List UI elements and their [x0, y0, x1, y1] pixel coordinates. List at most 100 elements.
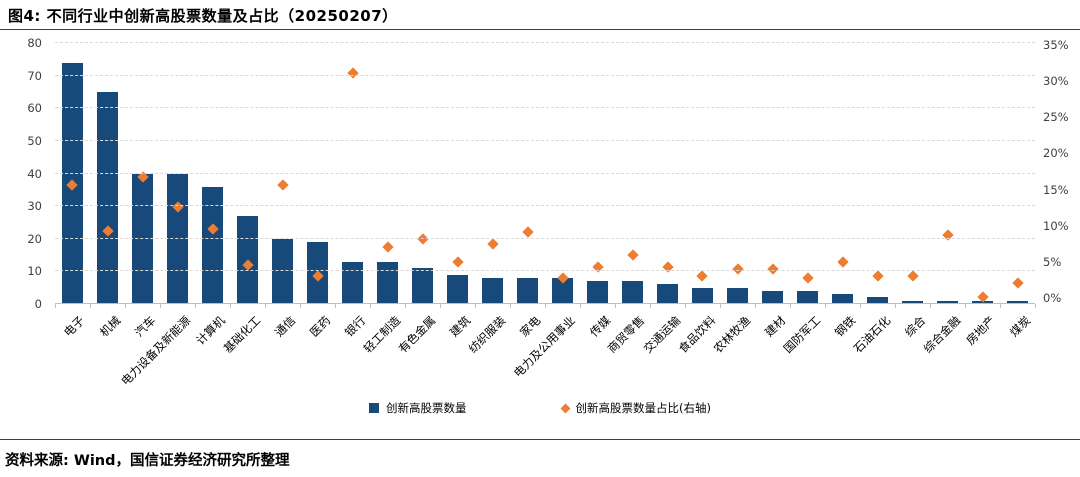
gridline	[55, 107, 1035, 109]
bar	[412, 268, 433, 304]
title-divider-line	[0, 29, 1080, 30]
category-slot	[615, 43, 650, 304]
x-axis-tick	[615, 304, 616, 308]
category-slot	[335, 43, 370, 304]
right-axis-tick-label: 35%	[1043, 38, 1069, 52]
right-axis-tick-label: 20%	[1043, 146, 1069, 161]
bar	[692, 287, 713, 304]
x-axis-tick	[90, 304, 91, 308]
x-tick-label: 房地产	[963, 313, 998, 348]
x-axis-tick	[440, 304, 441, 308]
x-tick-label: 汽车	[131, 313, 158, 340]
category-slot	[755, 43, 790, 304]
diamond-series-swatch-icon	[560, 403, 570, 413]
bar	[482, 277, 503, 304]
right-axis-tick-label: 25%	[1043, 110, 1069, 125]
left-axis-tick-label: 0	[34, 297, 42, 311]
left-axis-tick-label: 10	[27, 264, 42, 279]
x-tick-label: 商贸零售	[605, 313, 648, 356]
x-axis-tick	[755, 304, 756, 308]
category-slot	[370, 43, 405, 304]
bar	[517, 277, 538, 304]
bar	[937, 300, 958, 304]
category-slot	[230, 43, 265, 304]
category-slot	[790, 43, 825, 304]
bar	[377, 261, 398, 304]
gridline	[55, 270, 1035, 272]
x-axis-tick	[580, 304, 581, 308]
bar	[202, 186, 223, 304]
plot-area	[55, 42, 1036, 308]
bar	[727, 287, 748, 304]
x-axis-tick	[405, 304, 406, 308]
category-slot	[720, 43, 755, 304]
x-axis-tick	[475, 304, 476, 308]
left-axis-tick-label: 80	[27, 36, 42, 50]
left-y-axis: 0 10 20 30 40 50 60 70 80	[8, 36, 46, 311]
x-tick-label: 钢铁	[831, 313, 858, 340]
bar	[832, 294, 853, 304]
x-tick-label: 轻工制造	[360, 313, 403, 356]
category-slot	[90, 43, 125, 304]
x-axis-tick	[370, 304, 371, 308]
x-tick-label: 机械	[96, 313, 123, 340]
gridline	[55, 139, 1035, 141]
bar	[1007, 300, 1028, 304]
x-tick-label: 石油石化	[850, 313, 893, 356]
category-slot	[580, 43, 615, 304]
x-axis-tick	[195, 304, 196, 308]
bar-series-swatch-icon	[369, 403, 379, 413]
x-axis-tick	[510, 304, 511, 308]
bar	[797, 290, 818, 304]
right-axis-tick-label: 15%	[1043, 182, 1069, 197]
left-axis-tick-label: 20	[27, 231, 42, 246]
category-slot	[965, 43, 1000, 304]
bar	[867, 297, 888, 304]
footer-divider-line	[0, 439, 1080, 440]
x-tick-label: 电子	[61, 313, 88, 340]
x-axis-line	[55, 303, 1035, 304]
x-axis-labels: 电子 机械 汽车 电力设备及新能源 计算机 基础化工 通信 医药 银行 轻工制造 有色金属 建筑 纺织服…	[55, 306, 1035, 398]
left-axis-tick-label: 40	[27, 166, 42, 181]
x-axis-tick	[300, 304, 301, 308]
x-axis-tick	[860, 304, 861, 308]
category-slot	[300, 43, 335, 304]
x-axis-tick	[685, 304, 686, 308]
right-axis-tick-label: 30%	[1043, 74, 1069, 89]
category-slot	[265, 43, 300, 304]
legend-label-pct: 创新高股票数量占比(右轴)	[575, 401, 711, 415]
bar	[62, 62, 83, 304]
x-tick-label: 煤炭	[1006, 313, 1033, 340]
bar	[342, 261, 363, 304]
x-axis-tick	[1035, 304, 1036, 308]
right-axis-tick-label: 5%	[1043, 254, 1062, 269]
bar	[272, 238, 293, 304]
left-axis-tick-label: 70	[27, 68, 42, 83]
category-slot	[930, 43, 965, 304]
x-tick-label: 有色金属	[395, 313, 438, 356]
x-axis-tick	[55, 304, 56, 308]
category-slot	[825, 43, 860, 304]
category-slot	[405, 43, 440, 304]
legend-item-pct: 创新高股票数量占比(右轴)	[560, 400, 711, 416]
category-slot	[125, 43, 160, 304]
x-tick-label: 通信	[271, 313, 298, 340]
x-tick-label: 综合金融	[920, 313, 963, 356]
x-axis-tick	[545, 304, 546, 308]
category-slot	[195, 43, 230, 304]
bar	[622, 281, 643, 304]
x-axis-tick	[720, 304, 721, 308]
x-axis-tick	[650, 304, 651, 308]
x-tick-label: 交通运输	[640, 313, 683, 356]
x-tick-label: 银行	[341, 313, 368, 340]
bar	[167, 173, 188, 304]
x-tick-label: 国防军工	[780, 313, 823, 356]
left-axis-tick-label: 30	[27, 199, 42, 214]
x-tick-label: 建材	[761, 313, 788, 340]
x-axis-tick	[965, 304, 966, 308]
x-tick-label: 家电	[516, 313, 543, 340]
gridline	[55, 237, 1035, 239]
x-tick-label: 纺织服装	[465, 313, 508, 356]
category-slot	[55, 43, 90, 304]
